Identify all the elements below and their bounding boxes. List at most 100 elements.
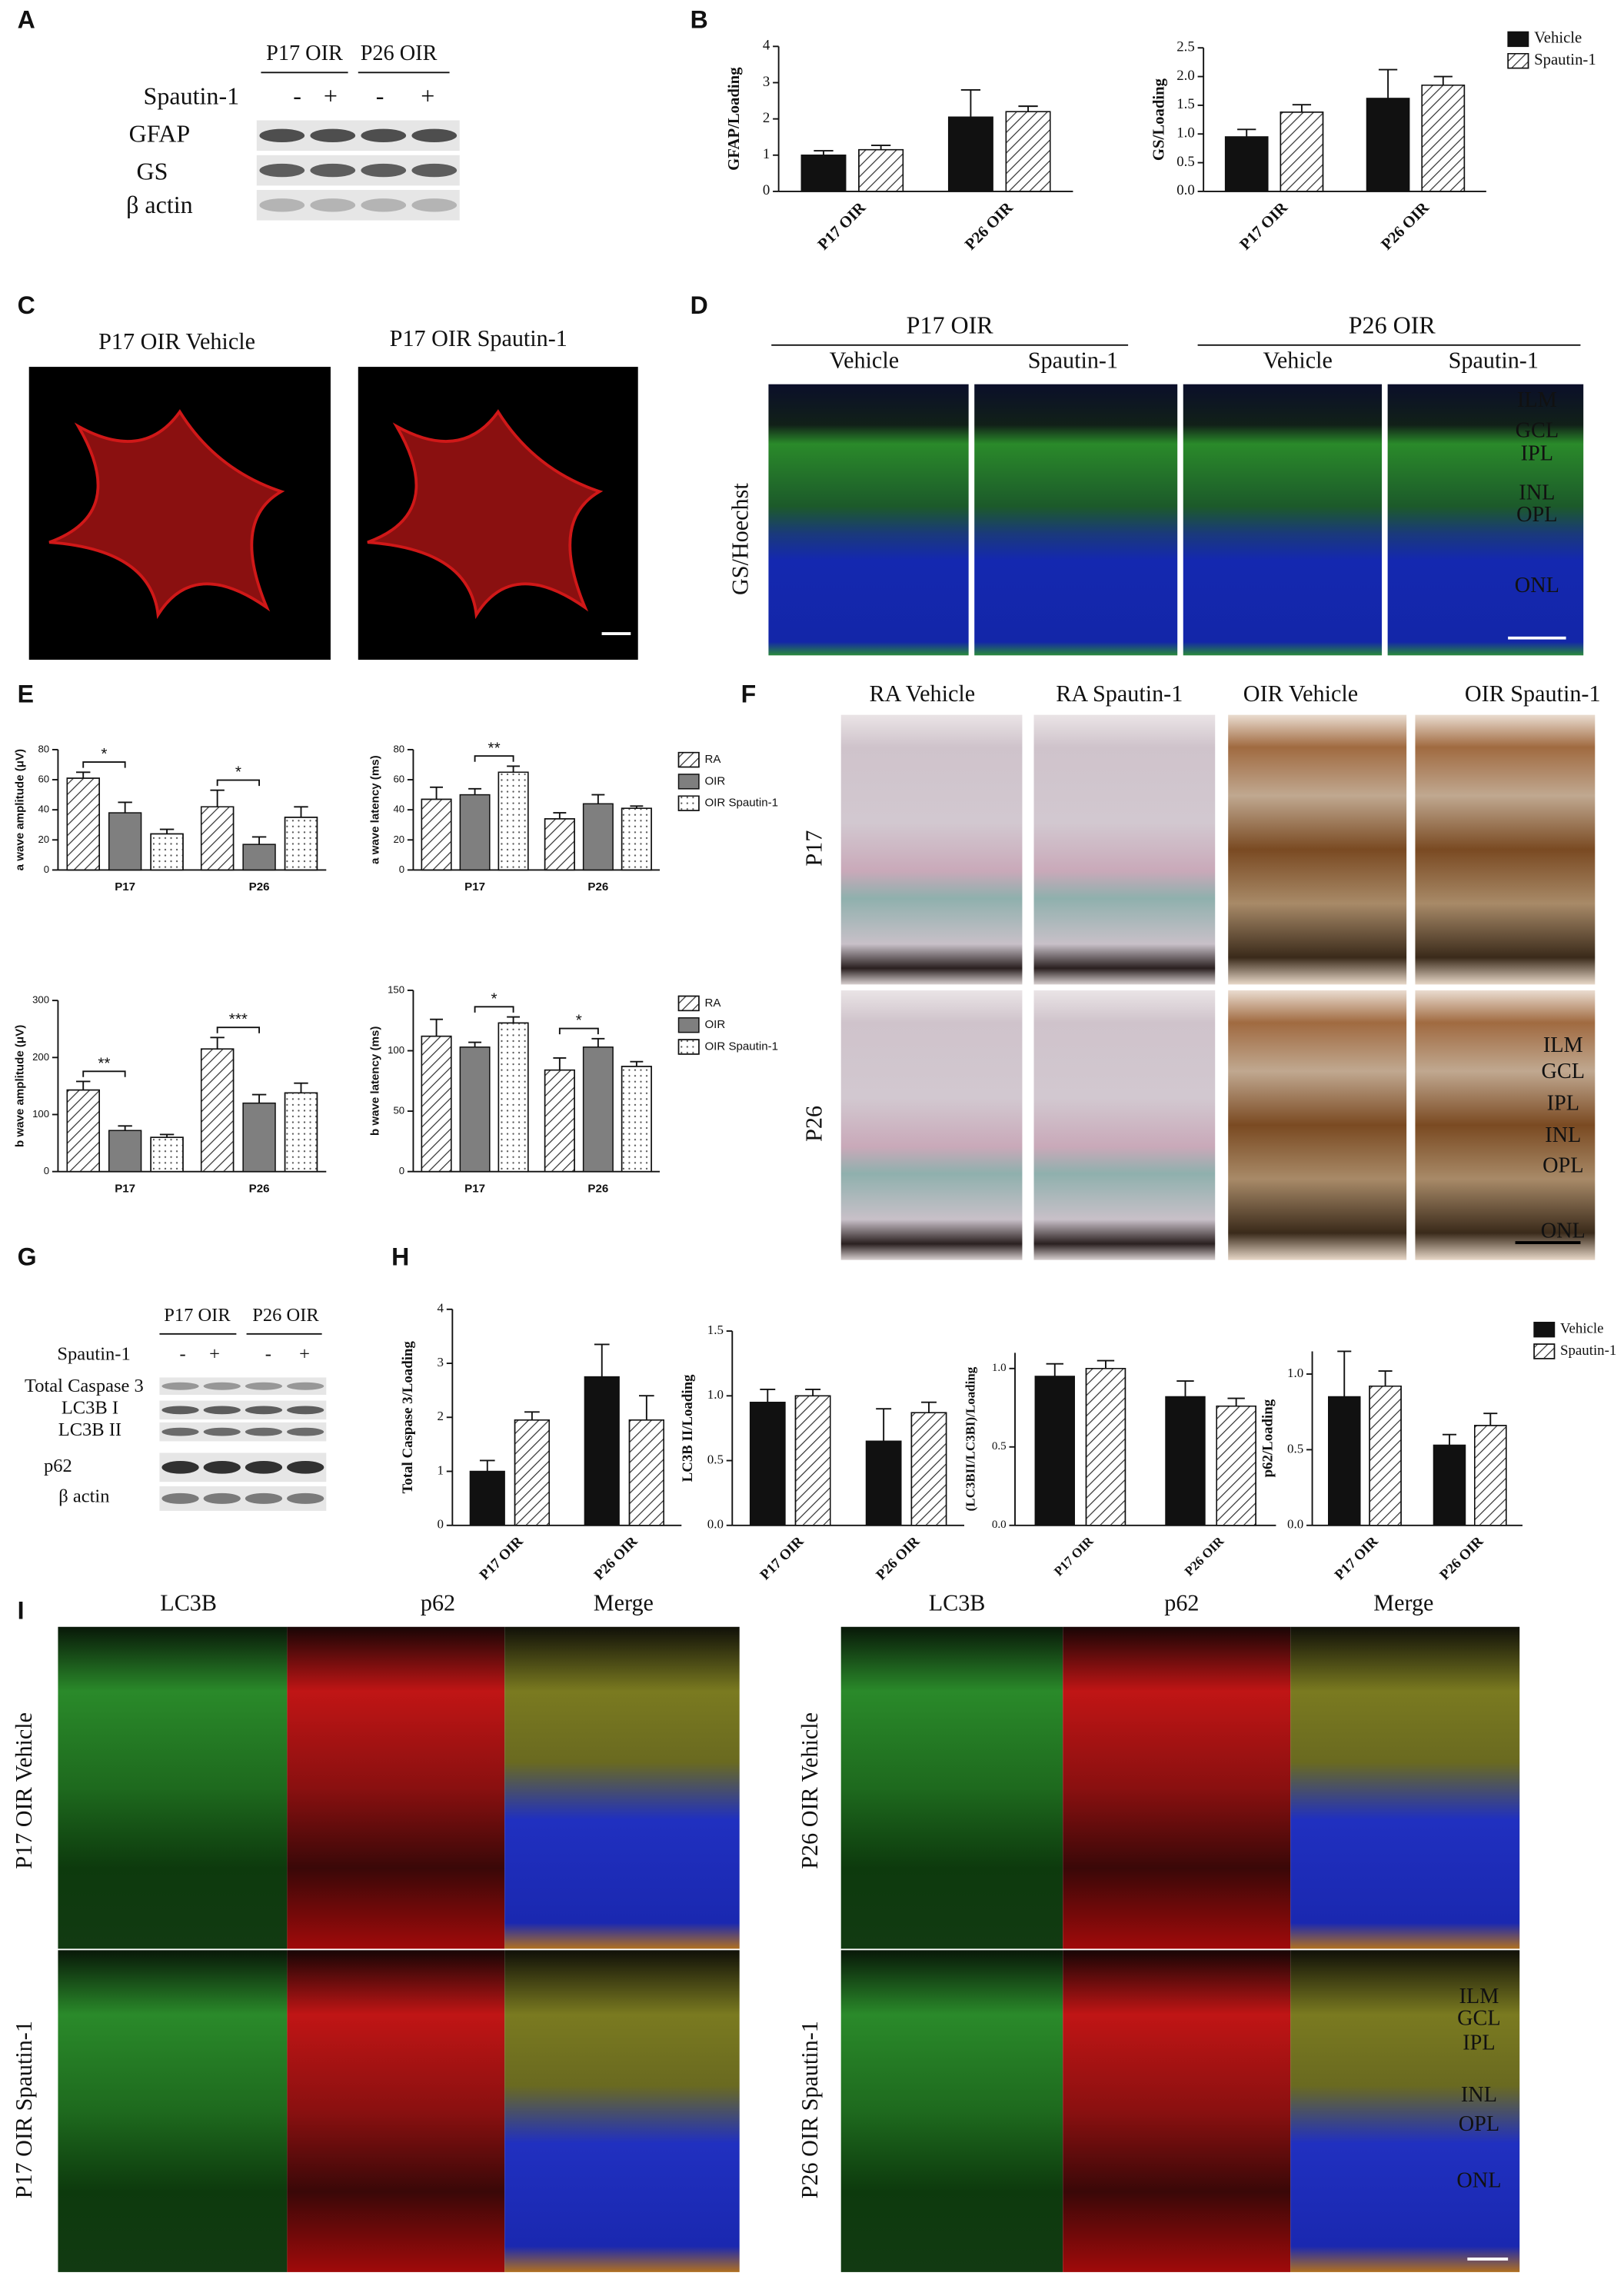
- error-bar: [1378, 68, 1398, 98]
- bar: [1433, 1444, 1466, 1526]
- bar: [108, 1130, 142, 1173]
- x-tick-label: P26: [249, 1182, 270, 1195]
- treatment-sign: +: [299, 1344, 310, 1365]
- x-tick-label: P17 OIR: [1051, 1533, 1097, 1579]
- bar-texture: [1005, 111, 1051, 192]
- y-tick-label: 0: [44, 863, 49, 875]
- error-bar: [1433, 75, 1453, 85]
- treatment-sign: -: [293, 82, 301, 110]
- layer-label: ONL: [1456, 2168, 1501, 2192]
- bar: [865, 1440, 902, 1526]
- panel-letter: I: [18, 1596, 25, 1624]
- error-bar: [553, 1056, 567, 1070]
- blot-band: [259, 128, 305, 143]
- bar-texture: [628, 1419, 664, 1526]
- y-tick-label: 1: [438, 1462, 444, 1477]
- x-tick-label: P17: [464, 880, 485, 893]
- bar: [108, 812, 142, 871]
- y-tick-label: 60: [393, 774, 404, 785]
- x-tick-label: P26 OIR: [1378, 198, 1433, 253]
- column-label: RA Vehicle: [869, 680, 975, 707]
- y-tick-label: 1.0: [992, 1362, 1007, 1374]
- blot-band: [361, 128, 407, 143]
- treatment-sign: -: [180, 1344, 186, 1365]
- bar-texture: [284, 1092, 318, 1173]
- error-bar: [479, 1459, 495, 1472]
- y-tick-label: 40: [38, 804, 49, 815]
- y-tick-label: 0.0: [707, 1517, 724, 1532]
- layer-label: ILM: [1517, 388, 1557, 412]
- blot-band: [203, 1461, 241, 1474]
- panel-letter: C: [18, 291, 35, 319]
- y-tick-label: 20: [393, 834, 404, 845]
- treatment-sign: +: [209, 1344, 220, 1365]
- x-tick-label: P17: [464, 1182, 485, 1195]
- blot-band: [287, 1406, 324, 1415]
- x-tick-label: P17 OIR: [1237, 198, 1292, 253]
- y-tick-label: 80: [38, 743, 49, 754]
- error-bar: [1378, 1370, 1393, 1386]
- x-tick-label: P17 OIR: [1332, 1533, 1382, 1583]
- error-bar: [1097, 1359, 1115, 1369]
- bar: [947, 116, 993, 192]
- column-label: p62: [1164, 1589, 1199, 1615]
- y-tick-label: 0.5: [992, 1440, 1007, 1452]
- y-tick-label: 4: [763, 38, 770, 54]
- legend-swatch: [677, 774, 700, 790]
- micrograph: [1228, 990, 1407, 1260]
- error-bar: [760, 1388, 776, 1403]
- legend-swatch-texture: [1533, 1343, 1556, 1359]
- significance-bracket: [474, 1006, 514, 1013]
- micrograph: [840, 1626, 1063, 1949]
- layer-label: ILM: [1543, 1033, 1583, 1057]
- panel-letter: E: [18, 680, 34, 708]
- blot-band: [411, 128, 458, 143]
- x-tick-label: P26: [249, 880, 270, 893]
- image-title: P17 OIR Spautin-1: [390, 325, 567, 351]
- y-tick-label: 0: [399, 863, 404, 875]
- blot-band: [259, 198, 305, 212]
- layer-label: ONL: [1541, 1219, 1586, 1243]
- layer-label: INL: [1519, 481, 1555, 505]
- y-tick-label: 1.0: [1176, 125, 1195, 141]
- significance-label: **: [488, 739, 501, 757]
- blot-row-label: GS: [137, 158, 168, 185]
- error-bar: [118, 1125, 132, 1131]
- y-tick-label: 2.5: [1176, 39, 1195, 55]
- bar: [582, 1046, 614, 1173]
- bar-texture: [498, 1022, 529, 1173]
- y-axis-title: Total Caspase 3/Loading: [400, 1341, 416, 1494]
- layer-label: INL: [1461, 2083, 1497, 2107]
- bar-texture: [621, 1066, 652, 1173]
- y-tick-label: 100: [32, 1108, 49, 1120]
- legend-label: OIR Spautin-1: [704, 1040, 778, 1053]
- micrograph: [840, 990, 1023, 1260]
- x-tick-label: P26 OIR: [1182, 1533, 1227, 1579]
- micrograph: [840, 714, 1023, 985]
- y-tick-label: 0.5: [707, 1452, 724, 1466]
- blot-row-label: LC3B II: [58, 1419, 121, 1440]
- image-title: P17 OIR Vehicle: [98, 328, 255, 354]
- bar-texture: [421, 1035, 452, 1173]
- y-tick-label: 150: [388, 983, 404, 995]
- y-tick-label: 1.5: [1176, 96, 1195, 112]
- y-tick-label: 0: [44, 1165, 49, 1176]
- significance-label: ***: [229, 1010, 248, 1028]
- blot-band: [411, 163, 458, 178]
- blot-band: [245, 1427, 283, 1436]
- significance-label: *: [576, 1012, 582, 1030]
- blot-band: [287, 1382, 324, 1390]
- y-tick-label: 0.0: [992, 1519, 1007, 1531]
- y-axis-title: a wave amplitude (μV): [13, 749, 26, 870]
- column-label: OIR Vehicle: [1243, 680, 1358, 707]
- bar-texture: [1216, 1405, 1256, 1526]
- x-tick-label: P26: [587, 880, 608, 893]
- bar: [242, 1102, 276, 1173]
- bar: [1328, 1396, 1361, 1526]
- significance-bracket: [82, 1070, 126, 1077]
- legend-label: Spautin-1: [1560, 1343, 1616, 1359]
- legend-swatch-texture: [677, 1039, 700, 1055]
- row-label: P26: [801, 1106, 827, 1142]
